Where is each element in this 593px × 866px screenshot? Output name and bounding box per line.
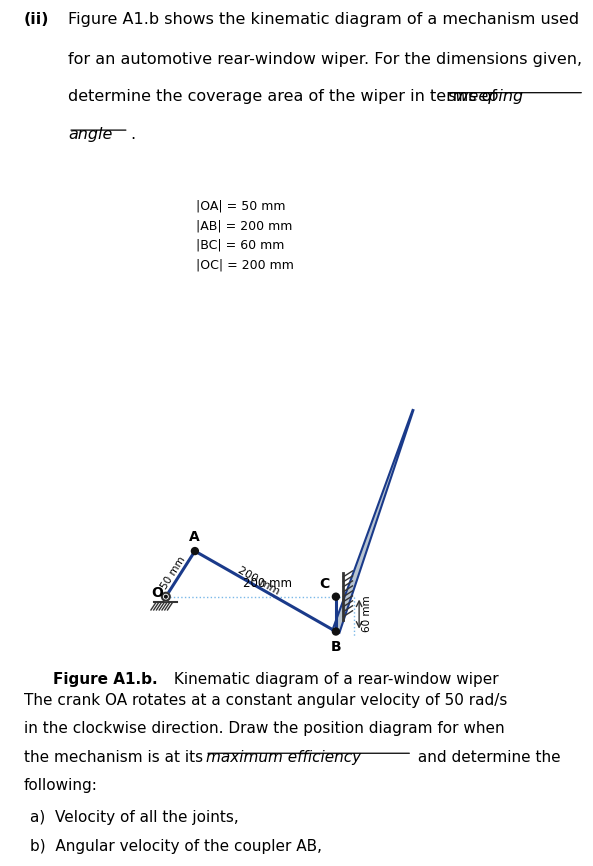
Text: 200 mm: 200 mm [243, 577, 292, 590]
Text: The crank OA rotates at a constant angular velocity of 50 rad/s: The crank OA rotates at a constant angul… [24, 693, 507, 708]
Text: Figure A1.b shows the kinematic diagram of a mechanism used: Figure A1.b shows the kinematic diagram … [68, 12, 579, 28]
Text: O: O [152, 585, 164, 599]
Text: .: . [130, 126, 135, 142]
Text: A: A [189, 530, 199, 544]
Text: a)  Velocity of all the joints,: a) Velocity of all the joints, [30, 810, 238, 824]
Text: angle: angle [68, 126, 113, 142]
Text: B: B [330, 640, 341, 654]
Text: for an automotive rear-window wiper. For the dimensions given,: for an automotive rear-window wiper. For… [68, 52, 582, 67]
Text: C: C [319, 577, 329, 591]
Text: maximum efficiency: maximum efficiency [206, 750, 362, 765]
Circle shape [164, 595, 167, 598]
Text: and determine the: and determine the [413, 750, 561, 765]
Text: Kinematic diagram of a rear-window wiper: Kinematic diagram of a rear-window wiper [169, 672, 499, 688]
Text: 200 mm: 200 mm [236, 565, 282, 597]
Text: the mechanism is at its: the mechanism is at its [24, 750, 203, 765]
Text: determine the coverage area of the wiper in terms of: determine the coverage area of the wiper… [68, 89, 497, 105]
Text: sweeping: sweeping [448, 89, 524, 105]
Polygon shape [332, 410, 413, 633]
Text: b)  Angular velocity of the coupler AB,: b) Angular velocity of the coupler AB, [30, 838, 321, 854]
Text: following:: following: [24, 778, 98, 792]
Circle shape [333, 593, 339, 600]
Circle shape [162, 592, 170, 601]
Text: 60 mm: 60 mm [362, 596, 372, 632]
Circle shape [333, 628, 339, 635]
Text: |OA| = 50 mm
|AB| = 200 mm
|BC| = 60 mm
|OC| = 200 mm: |OA| = 50 mm |AB| = 200 mm |BC| = 60 mm … [196, 199, 294, 271]
Text: in the clockwise direction. Draw the position diagram for when: in the clockwise direction. Draw the pos… [24, 721, 504, 736]
Text: Figure A1.b.: Figure A1.b. [53, 672, 158, 688]
Text: (ii): (ii) [24, 12, 49, 28]
Text: 50 mm: 50 mm [159, 555, 187, 591]
Circle shape [192, 547, 199, 554]
